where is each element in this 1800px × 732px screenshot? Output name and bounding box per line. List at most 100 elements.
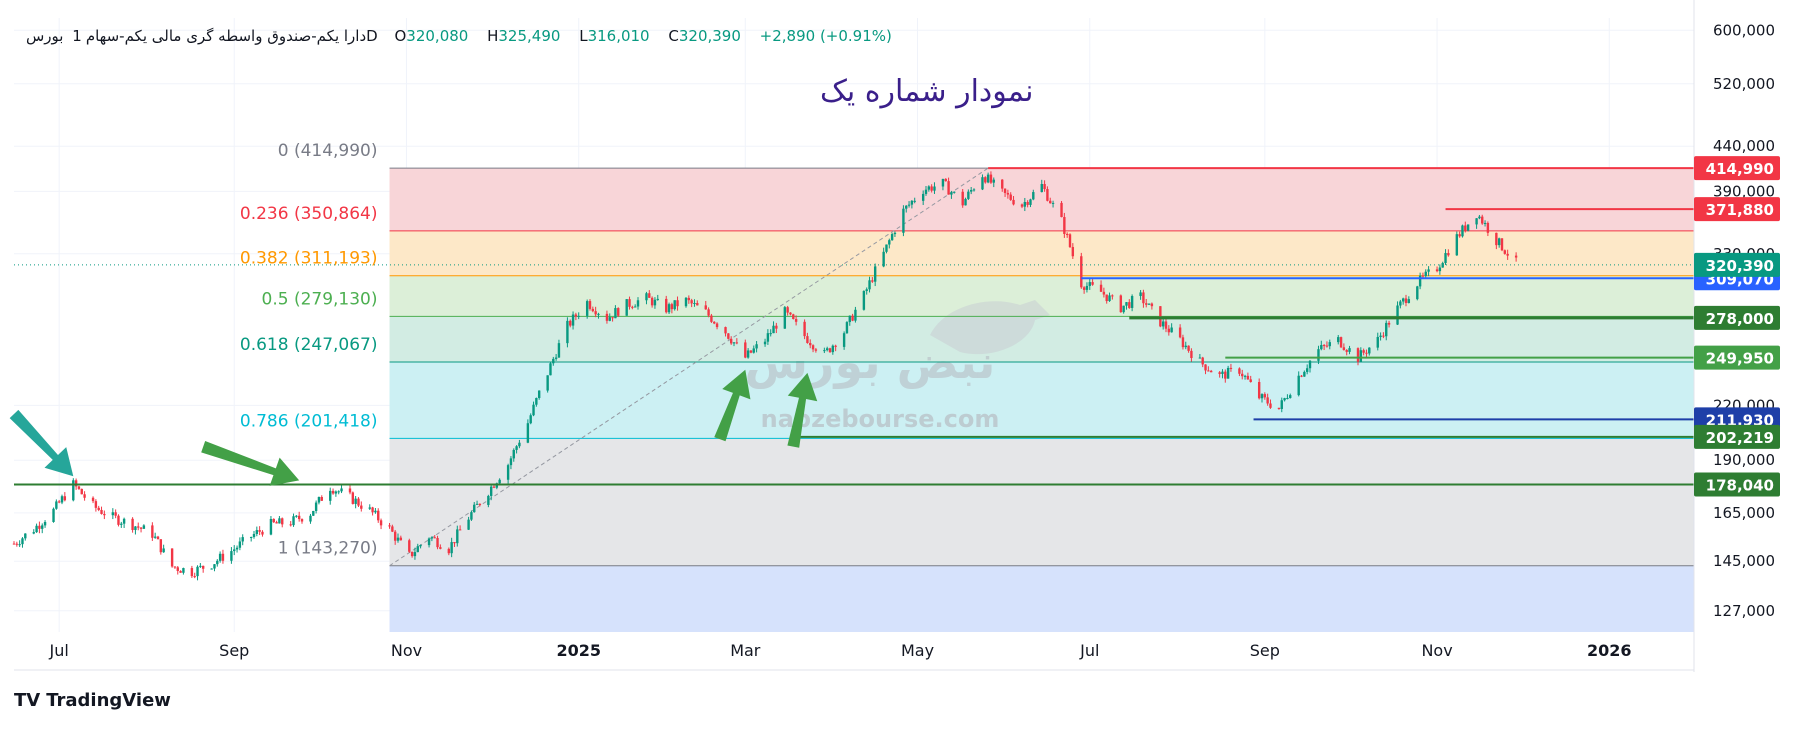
candle-body xyxy=(871,280,874,282)
candle-body xyxy=(854,309,857,321)
candle-body xyxy=(470,512,473,520)
candle-body xyxy=(1269,403,1272,408)
candle-body xyxy=(766,333,770,342)
candle-body xyxy=(24,533,27,539)
price-tick-label: 127,000 xyxy=(1713,602,1775,620)
price-tag xyxy=(1694,156,1780,181)
legend-exchange: بورس xyxy=(26,27,64,45)
candle-body xyxy=(933,186,936,191)
arrow-icon xyxy=(201,441,300,486)
candle-body xyxy=(814,349,818,351)
price-tag-label: 320,390 xyxy=(1706,257,1774,275)
candle-body xyxy=(591,308,595,312)
candle-body xyxy=(1001,179,1004,189)
candle-body xyxy=(831,345,835,353)
candle-body xyxy=(489,486,493,496)
candle-body xyxy=(1257,382,1261,399)
candle-body xyxy=(1178,327,1182,338)
candle-body xyxy=(552,358,555,364)
candle-body xyxy=(1218,372,1221,374)
candle-body xyxy=(1161,321,1165,327)
candle-body xyxy=(475,503,479,505)
candle-body xyxy=(605,313,609,321)
candle-body xyxy=(851,315,854,321)
horizontal-price-lines[interactable] xyxy=(14,167,1694,486)
arrow-icon xyxy=(9,409,74,477)
candle-body xyxy=(97,507,100,510)
candle-body xyxy=(1159,306,1162,327)
candle-body xyxy=(170,548,174,567)
candle-body xyxy=(1063,217,1066,234)
annotation-arrows[interactable] xyxy=(3,365,822,495)
candle-body xyxy=(888,240,891,245)
fib-zone xyxy=(389,361,1694,439)
candle-body xyxy=(1238,368,1241,374)
candle-body xyxy=(1142,292,1145,304)
candle-body xyxy=(35,525,38,533)
candle-body xyxy=(1404,298,1408,303)
fib-level-label: 0.786 (201,418) xyxy=(240,411,378,431)
candle-body xyxy=(1040,184,1043,193)
candle-body xyxy=(1379,335,1382,337)
candle-body xyxy=(1266,397,1269,404)
arrow-icon xyxy=(787,372,818,448)
candle-body xyxy=(526,423,530,443)
candle-body xyxy=(258,530,261,532)
candle-body xyxy=(182,568,185,573)
candle-body xyxy=(1444,253,1447,264)
candle-body xyxy=(196,566,199,577)
time-tick-label: Sep xyxy=(1250,641,1280,660)
candle-body xyxy=(114,512,117,516)
candle-body xyxy=(32,532,35,534)
candle-body xyxy=(1303,371,1306,377)
candle-body xyxy=(1328,342,1331,347)
candle-body xyxy=(1201,357,1204,365)
candle-body xyxy=(1246,375,1250,380)
candle-body xyxy=(967,191,970,199)
candle-body xyxy=(755,344,758,349)
candle-body xyxy=(1204,364,1207,371)
candle-body xyxy=(15,543,19,545)
candle-body xyxy=(1249,379,1252,383)
time-tick-label: Mar xyxy=(730,641,761,660)
candle-body xyxy=(1475,218,1478,225)
candle-body xyxy=(636,300,640,307)
candle-body xyxy=(377,510,380,521)
tradingview-brand[interactable]: TV TradingView xyxy=(14,690,171,711)
candle-body xyxy=(944,178,947,182)
candle-body xyxy=(927,186,931,190)
candle-body xyxy=(1046,189,1049,201)
candle-body xyxy=(571,314,575,326)
candle-body xyxy=(427,538,431,546)
candle-body xyxy=(292,516,295,526)
candle-body xyxy=(436,537,439,548)
candle-body xyxy=(665,298,668,313)
candle-body xyxy=(1283,398,1286,401)
candle-body xyxy=(1190,350,1193,359)
candle-body xyxy=(724,327,727,334)
candle-body xyxy=(492,486,496,488)
price-tag xyxy=(1694,472,1780,497)
candle-body xyxy=(57,501,61,503)
candle-body xyxy=(865,289,868,292)
candle-body xyxy=(941,178,945,187)
candle-body xyxy=(1466,224,1470,231)
candle-body xyxy=(834,345,837,347)
candle-body xyxy=(585,301,589,316)
candle-body xyxy=(842,333,846,347)
fib-level-label: 1 (143,270) xyxy=(278,539,378,559)
candle-body xyxy=(210,568,213,570)
candle-body xyxy=(1181,337,1185,348)
candle-body xyxy=(862,291,866,310)
candle-body xyxy=(1305,368,1309,372)
candle-body xyxy=(1438,267,1442,272)
candle-body xyxy=(1362,350,1365,353)
candle-body xyxy=(408,540,411,552)
candle-body xyxy=(806,336,809,343)
symbol-legend[interactable]: دارا یکم-صندوق واسطه گری مالی یکم-سهام1 … xyxy=(26,27,906,45)
fib-level-label: 0 (414,990) xyxy=(278,141,378,161)
candle-body xyxy=(117,515,120,525)
candle-body xyxy=(1224,371,1227,379)
